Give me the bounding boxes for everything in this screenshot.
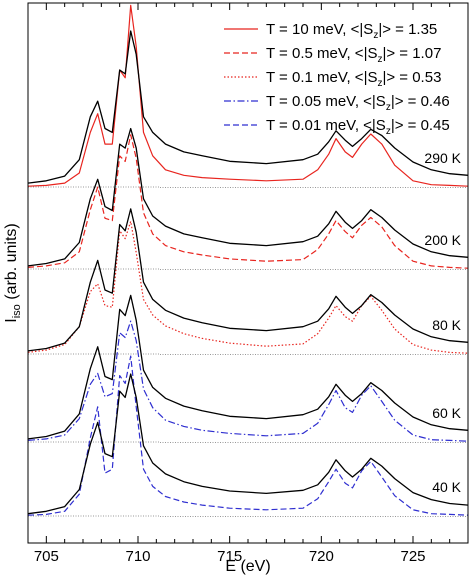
x-axis: 705 710 715 720 725: [27, 3, 469, 565]
x-tick-label: 705: [34, 548, 59, 565]
legend-label-sub: z: [377, 78, 382, 89]
spectra-panels: 290 K 200 K 80 K 60 K 40 K: [27, 4, 469, 517]
legend-label-prefix: T = 0.01 meV, <|S: [266, 117, 386, 134]
theory-curve: [27, 134, 469, 269]
legend-label-prefix: T = 0.1 meV, <|S: [266, 69, 377, 86]
legend-label: T = 0.1 meV, <|Sz|> = 0.53: [266, 69, 441, 89]
temperature-label: 60 K: [432, 405, 461, 421]
theory-curve: [27, 355, 469, 516]
x-tick-label: 720: [309, 548, 334, 565]
legend-label-suffix: |> = 0.46: [391, 93, 450, 110]
legend-item: T = 0.05 meV, <|Sz|> = 0.46: [224, 93, 450, 113]
y-axis-label: Iiso (arb. units): [3, 223, 23, 322]
legend: T = 10 meV, <|Sz|> = 1.35T = 0.5 meV, <|…: [224, 21, 450, 137]
y-axis-label-main: I: [3, 318, 20, 322]
legend-label: T = 10 meV, <|Sz|> = 1.35: [266, 21, 437, 41]
legend-label-sub: z: [386, 126, 391, 137]
theory-curve: [27, 4, 469, 187]
legend-item: T = 0.5 meV, <|Sz|> = 1.07: [224, 45, 441, 65]
panel-80k: 80 K: [27, 208, 469, 355]
legend-label-suffix: |> = 0.53: [382, 69, 441, 86]
legend-label-suffix: |> = 0.45: [391, 117, 450, 134]
legend-label-suffix: |> = 1.07: [382, 45, 441, 62]
experiment-curve: [27, 30, 469, 184]
temperature-label: 80 K: [432, 317, 461, 333]
panel-290k: 290 K: [27, 4, 469, 188]
panel-40k: 40 K: [27, 355, 469, 517]
legend-label: T = 0.5 meV, <|Sz|> = 1.07: [266, 45, 441, 65]
legend-item: T = 10 meV, <|Sz|> = 1.35: [224, 21, 437, 41]
legend-label-suffix: |> = 1.35: [378, 21, 437, 38]
legend-label-sub: z: [386, 102, 391, 113]
legend-label-prefix: T = 0.05 meV, <|S: [266, 93, 386, 110]
temperature-label: 40 K: [432, 479, 461, 495]
legend-label-prefix: T = 10 meV, <|S: [266, 21, 373, 38]
temperature-label: 290 K: [424, 150, 461, 166]
legend-label: T = 0.05 meV, <|Sz|> = 0.46: [266, 93, 450, 113]
x-axis-label: E (eV): [225, 558, 270, 575]
y-axis-label-unit-text: (arb. units): [3, 223, 20, 299]
theory-curve: [27, 220, 469, 354]
legend-label-sub: z: [377, 54, 382, 65]
x-tick-label: 710: [125, 548, 150, 565]
temperature-label: 200 K: [424, 232, 461, 248]
x-tick-label: 715: [217, 548, 242, 565]
legend-item: T = 0.01 meV, <|Sz|> = 0.45: [224, 117, 450, 137]
legend-label: T = 0.01 meV, <|Sz|> = 0.45: [266, 117, 450, 137]
experiment-curve: [27, 208, 469, 352]
panel-200k: 200 K: [27, 127, 469, 270]
experiment-curve: [27, 127, 469, 267]
panel-60k: 60 K: [27, 294, 469, 443]
experiment-curve: [27, 294, 469, 440]
legend-item: T = 0.1 meV, <|Sz|> = 0.53: [224, 69, 441, 89]
experiment-curve: [27, 373, 469, 515]
legend-label-prefix: T = 0.5 meV, <|S: [266, 45, 377, 62]
legend-label-sub: z: [373, 30, 378, 41]
y-axis-label-sub: iso: [11, 304, 23, 318]
x-tick-label: 725: [400, 548, 425, 565]
